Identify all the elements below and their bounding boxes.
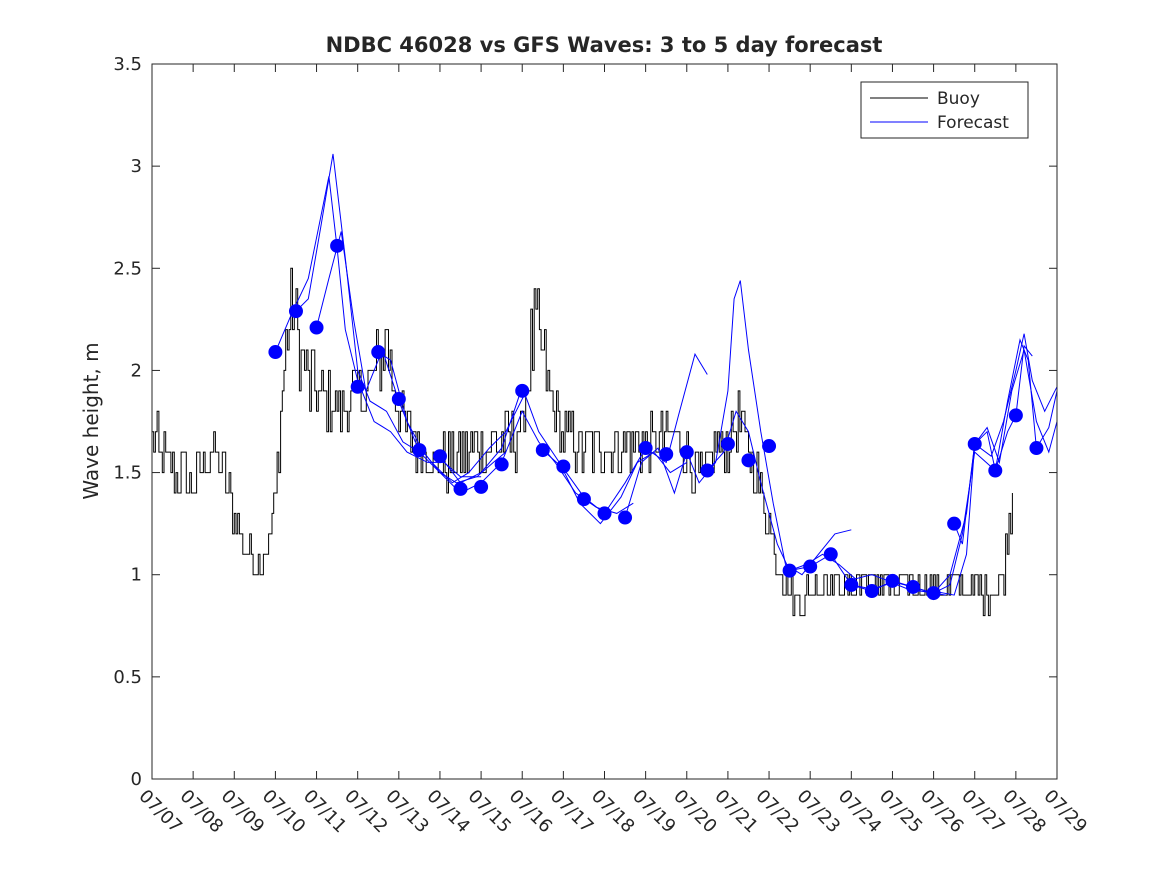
x-tick-label: 07/25 <box>875 786 927 838</box>
forecast-point <box>844 577 859 592</box>
y-tick-label: 2 <box>131 360 142 381</box>
forecast-point <box>679 445 694 460</box>
legend-forecast-label: Forecast <box>937 113 1009 133</box>
forecast-point <box>823 547 838 562</box>
forecast-point <box>288 304 303 319</box>
forecast-point <box>535 443 550 458</box>
x-tick-label: 07/29 <box>1039 786 1091 838</box>
x-tick-label: 07/17 <box>546 786 598 838</box>
forecast-point <box>638 441 653 456</box>
forecast-point <box>618 510 633 525</box>
chart-title: NDBC 46028 vs GFS Waves: 3 to 5 day fore… <box>326 33 883 57</box>
buoy-series-line <box>152 267 1013 617</box>
forecast-point <box>597 506 612 521</box>
x-tick-label: 07/10 <box>258 786 310 838</box>
x-tick-label: 07/19 <box>628 786 680 838</box>
forecast-point <box>412 443 427 458</box>
forecast-point <box>864 584 879 599</box>
legend-buoy-label: Buoy <box>937 89 980 109</box>
forecast-point <box>906 579 921 594</box>
forecast-point <box>474 479 489 494</box>
x-tick-label: 07/23 <box>793 786 845 838</box>
forecast-point <box>1029 441 1044 456</box>
forecast-point <box>515 383 530 398</box>
forecast-point <box>268 345 283 360</box>
forecast-point <box>947 516 962 531</box>
forecast-series-line <box>624 280 852 576</box>
forecast-point <box>988 463 1003 478</box>
x-tick-label: 07/21 <box>710 786 762 838</box>
y-tick-label: 2.5 <box>113 258 142 279</box>
forecast-point <box>700 463 715 478</box>
forecast-point <box>782 563 797 578</box>
forecast-point <box>391 392 406 407</box>
forecast-point <box>720 436 735 451</box>
y-tick-label: 0 <box>131 769 142 790</box>
forecast-point <box>803 559 818 574</box>
x-tick-label: 07/20 <box>669 786 721 838</box>
y-tick-label: 0.5 <box>113 667 142 688</box>
forecast-point <box>432 449 447 464</box>
forecast-point <box>350 379 365 394</box>
plot-area <box>152 64 1057 779</box>
y-tick-label: 3 <box>131 156 142 177</box>
forecast-point <box>967 436 982 451</box>
forecast-point <box>576 492 591 507</box>
forecast-point <box>556 459 571 474</box>
x-tick-label: 07/16 <box>505 786 557 838</box>
forecast-series-line <box>542 352 708 515</box>
forecast-series-line <box>953 349 1057 545</box>
forecast-series-line <box>933 338 1057 594</box>
x-tick-label: 07/08 <box>176 786 228 838</box>
x-tick-label: 07/07 <box>134 786 186 838</box>
forecast-point <box>741 453 756 468</box>
x-tick-label: 07/13 <box>381 786 433 838</box>
y-tick-label: 1.5 <box>113 463 142 484</box>
forecast-point <box>1008 408 1023 423</box>
y-axis-label: Wave height, m <box>79 342 103 499</box>
legend-box <box>860 81 1029 139</box>
forecast-point <box>494 457 509 472</box>
forecast-point <box>926 586 941 601</box>
x-tick-label: 07/28 <box>998 786 1050 838</box>
forecast-point <box>885 573 900 588</box>
forecast-point <box>309 320 324 335</box>
forecast-point <box>330 238 345 253</box>
x-tick-label: 07/22 <box>752 786 804 838</box>
forecast-point <box>371 345 386 360</box>
y-tick-label: 3.5 <box>113 54 142 75</box>
x-tick-label: 07/26 <box>916 786 968 838</box>
x-tick-label: 07/18 <box>587 786 639 838</box>
forecast-point <box>659 447 674 462</box>
x-tick-label: 07/24 <box>834 786 886 838</box>
x-tick-label: 07/12 <box>340 786 392 838</box>
forecast-series-line <box>789 344 1033 594</box>
x-tick-label: 07/27 <box>957 786 1009 838</box>
y-tick-label: 1 <box>131 565 142 586</box>
x-tick-label: 07/15 <box>464 786 516 838</box>
x-tick-label: 07/11 <box>299 786 351 838</box>
legend: Buoy Forecast <box>860 81 1029 139</box>
x-tick-label: 07/14 <box>422 786 474 838</box>
x-tick-label: 07/09 <box>217 786 269 838</box>
forecast-series-line <box>295 153 507 484</box>
forecast-point <box>453 481 468 496</box>
forecast-point <box>762 439 777 454</box>
